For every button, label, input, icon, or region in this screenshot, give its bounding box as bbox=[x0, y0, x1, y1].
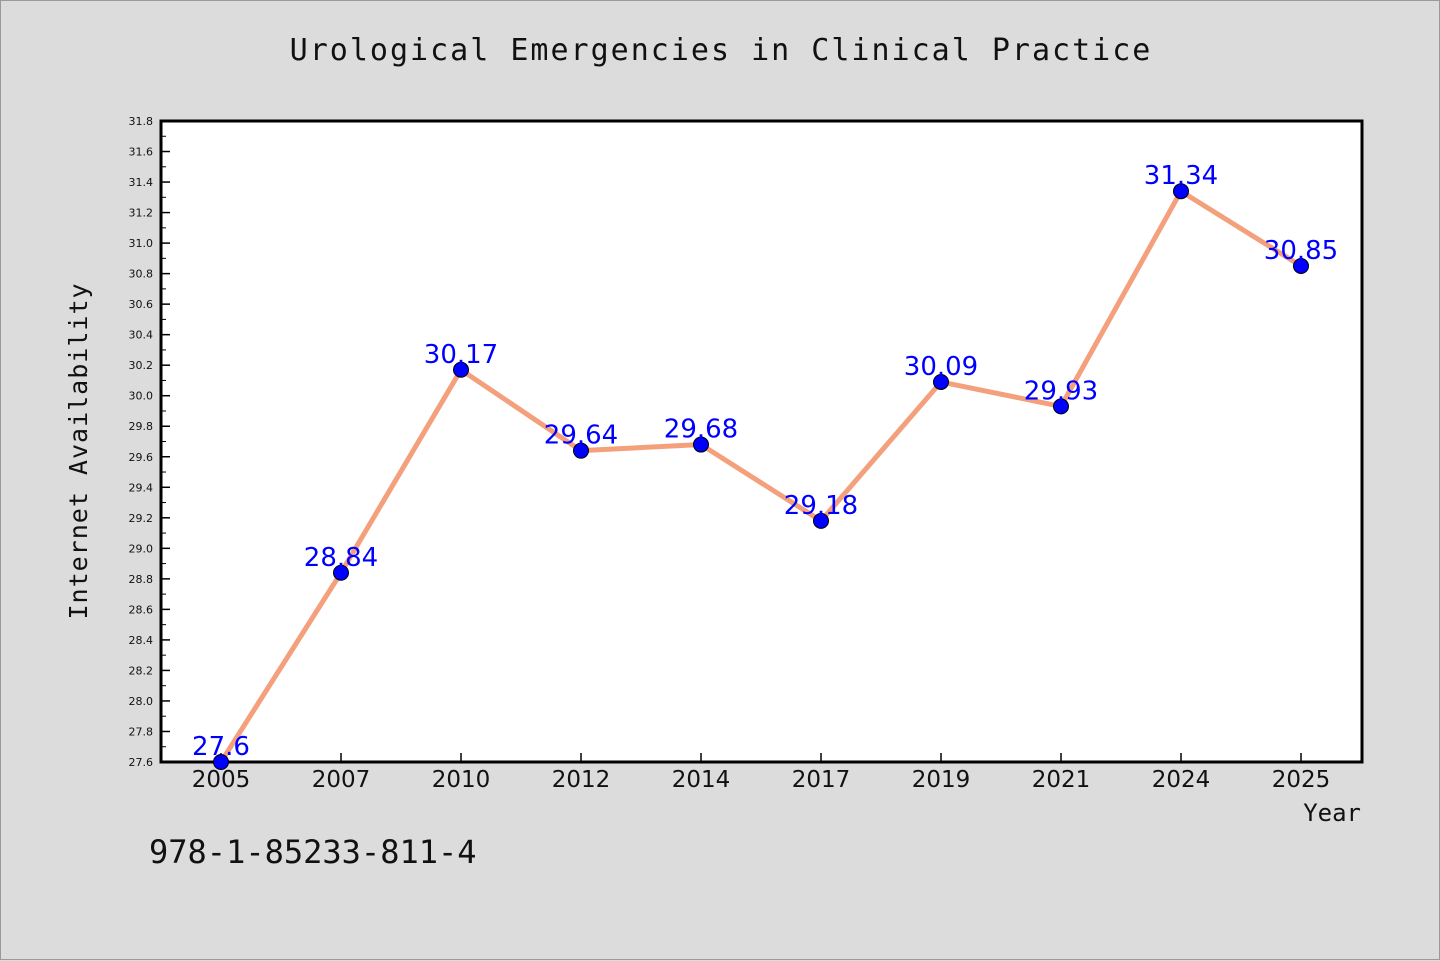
y-tick-label: 28.0 bbox=[129, 695, 154, 708]
y-tick-label: 29.2 bbox=[129, 512, 154, 525]
data-label: 30.09 bbox=[904, 352, 978, 382]
y-tick-label: 30.6 bbox=[129, 298, 154, 311]
x-tick-label: 2017 bbox=[792, 767, 851, 793]
x-tick-label: 2021 bbox=[1032, 767, 1091, 793]
y-tick-label: 31.8 bbox=[129, 115, 154, 128]
y-tick-label: 30.8 bbox=[129, 268, 154, 281]
y-tick-label: 31.4 bbox=[129, 176, 154, 189]
y-tick-label: 31.0 bbox=[129, 237, 154, 250]
y-tick-label: 30.2 bbox=[129, 359, 154, 372]
data-point bbox=[1293, 257, 1309, 274]
y-tick-label: 28.8 bbox=[129, 573, 154, 586]
data-label: 30.85 bbox=[1264, 236, 1338, 266]
plot-area bbox=[159, 119, 1364, 764]
y-axis-label: Internet Availability bbox=[64, 282, 93, 619]
data-label: 29.93 bbox=[1024, 376, 1098, 406]
y-tick-label: 28.4 bbox=[129, 634, 154, 647]
data-label: 31.34 bbox=[1144, 161, 1218, 191]
data-label: 27.6 bbox=[192, 732, 250, 762]
data-point bbox=[573, 442, 589, 459]
y-tick-label: 28.2 bbox=[129, 664, 154, 677]
y-axis: 27.6 27.8 28.0 28.2 28.4 28.6 28.8 29.0 29.2 29.4… bbox=[129, 115, 170, 769]
data-point bbox=[693, 436, 709, 453]
y-tick-label: 27.6 bbox=[129, 756, 154, 769]
y-tick-label: 31.2 bbox=[129, 207, 154, 220]
data-label: 28.84 bbox=[304, 543, 378, 573]
data-series bbox=[213, 183, 1309, 770]
x-tick-label: 2007 bbox=[312, 767, 371, 793]
series-line bbox=[218, 188, 1303, 764]
chart-title: Urological Emergencies in Clinical Pract… bbox=[289, 33, 1153, 68]
x-tick-label: 2019 bbox=[912, 767, 971, 793]
data-point bbox=[1053, 398, 1069, 415]
x-tick-label: 2005 bbox=[192, 767, 251, 793]
x-tick-label: 2014 bbox=[672, 767, 731, 793]
isbn-footer: 978-1-85233-811-4 bbox=[149, 833, 477, 871]
x-tick-label: 2025 bbox=[1272, 767, 1331, 793]
data-point bbox=[453, 361, 469, 378]
data-label: 29.68 bbox=[664, 415, 738, 445]
y-tick-label: 29.6 bbox=[129, 451, 154, 464]
x-axis: 2005 2007 2010 2012 2014 2017 2019 2021 2024 2025 bbox=[192, 753, 1331, 793]
data-label: 29.18 bbox=[784, 491, 858, 521]
data-point bbox=[813, 512, 829, 529]
y-tick-label: 29.0 bbox=[129, 542, 154, 555]
y-tick-label: 27.8 bbox=[129, 725, 154, 738]
y-tick-label: 29.4 bbox=[129, 481, 154, 494]
data-label: 30.17 bbox=[424, 340, 498, 370]
x-tick-label: 2010 bbox=[432, 767, 491, 793]
data-point bbox=[213, 754, 229, 770]
data-point bbox=[1173, 183, 1189, 200]
x-tick-label: 2024 bbox=[1152, 767, 1211, 793]
y-tick-label: 30.4 bbox=[129, 329, 154, 342]
data-labels: 27.6 28.84 30.17 29.64 29.68 29.18 30.09 29.93 3… bbox=[192, 161, 1338, 762]
x-axis-label: Year bbox=[1303, 799, 1361, 827]
data-point bbox=[933, 373, 949, 390]
data-point bbox=[333, 564, 349, 581]
y-tick-label: 28.6 bbox=[129, 603, 154, 616]
x-tick-label: 2012 bbox=[552, 767, 611, 793]
y-tick-label: 31.6 bbox=[129, 146, 154, 159]
y-tick-label: 29.8 bbox=[129, 420, 154, 433]
y-tick-label: 30.0 bbox=[129, 390, 154, 403]
data-label: 29.64 bbox=[544, 421, 618, 451]
